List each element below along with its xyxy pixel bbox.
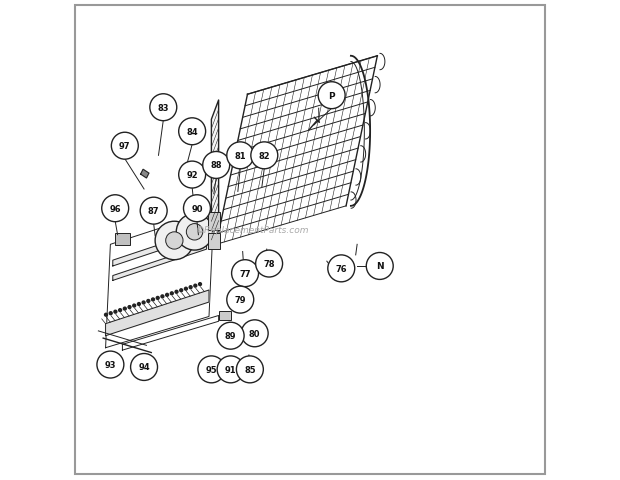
Circle shape bbox=[185, 288, 187, 290]
Circle shape bbox=[227, 287, 254, 313]
Text: 91: 91 bbox=[225, 365, 236, 374]
Circle shape bbox=[109, 312, 112, 315]
Text: 87: 87 bbox=[148, 207, 159, 216]
Text: 79: 79 bbox=[234, 296, 246, 304]
Circle shape bbox=[150, 95, 177, 121]
FancyBboxPatch shape bbox=[208, 212, 220, 230]
Text: 90: 90 bbox=[191, 204, 203, 213]
Circle shape bbox=[105, 313, 107, 316]
Circle shape bbox=[128, 306, 131, 309]
Circle shape bbox=[232, 260, 259, 287]
Circle shape bbox=[194, 285, 197, 288]
Text: 88: 88 bbox=[210, 161, 222, 170]
Polygon shape bbox=[105, 290, 209, 336]
Circle shape bbox=[227, 143, 254, 169]
Circle shape bbox=[189, 286, 192, 289]
Text: P: P bbox=[329, 92, 335, 100]
Circle shape bbox=[175, 291, 178, 294]
Polygon shape bbox=[113, 229, 206, 266]
Text: 76: 76 bbox=[335, 264, 347, 273]
Circle shape bbox=[147, 300, 150, 303]
Circle shape bbox=[203, 152, 229, 179]
Text: 96: 96 bbox=[109, 204, 121, 213]
Polygon shape bbox=[211, 101, 219, 250]
Text: 80: 80 bbox=[249, 329, 260, 338]
Text: 84: 84 bbox=[187, 128, 198, 136]
Circle shape bbox=[328, 255, 355, 282]
Circle shape bbox=[187, 224, 203, 240]
Circle shape bbox=[366, 253, 393, 280]
Circle shape bbox=[180, 289, 183, 292]
Circle shape bbox=[142, 301, 145, 304]
Circle shape bbox=[112, 133, 138, 160]
Circle shape bbox=[184, 195, 210, 222]
Circle shape bbox=[155, 222, 193, 260]
Circle shape bbox=[166, 232, 183, 250]
Circle shape bbox=[198, 283, 202, 286]
Text: 83: 83 bbox=[157, 104, 169, 112]
Bar bbox=[115, 234, 130, 246]
Circle shape bbox=[241, 320, 268, 347]
Circle shape bbox=[161, 295, 164, 298]
Circle shape bbox=[102, 195, 129, 222]
Text: 77: 77 bbox=[239, 269, 251, 278]
Circle shape bbox=[251, 143, 278, 169]
Circle shape bbox=[114, 311, 117, 313]
Circle shape bbox=[138, 303, 140, 306]
Text: 93: 93 bbox=[105, 360, 116, 369]
Text: 78: 78 bbox=[264, 260, 275, 268]
Circle shape bbox=[179, 119, 206, 145]
Text: 92: 92 bbox=[187, 171, 198, 180]
Text: 89: 89 bbox=[225, 332, 236, 340]
Text: 85: 85 bbox=[244, 365, 255, 374]
FancyBboxPatch shape bbox=[208, 233, 220, 250]
Circle shape bbox=[255, 251, 283, 277]
Text: 81: 81 bbox=[234, 152, 246, 160]
Text: N: N bbox=[376, 262, 384, 271]
Circle shape bbox=[198, 356, 225, 383]
Circle shape bbox=[123, 308, 126, 311]
Circle shape bbox=[176, 214, 213, 251]
Text: 94: 94 bbox=[138, 363, 150, 372]
Circle shape bbox=[170, 292, 173, 295]
Circle shape bbox=[131, 354, 157, 381]
Circle shape bbox=[236, 356, 264, 383]
Circle shape bbox=[179, 162, 206, 189]
Circle shape bbox=[97, 351, 124, 378]
Text: 97: 97 bbox=[119, 142, 131, 151]
Circle shape bbox=[166, 294, 169, 297]
Polygon shape bbox=[141, 170, 149, 179]
Circle shape bbox=[217, 356, 244, 383]
Circle shape bbox=[318, 83, 345, 109]
Circle shape bbox=[133, 304, 136, 307]
Bar bbox=[219, 311, 231, 321]
Text: 95: 95 bbox=[206, 365, 217, 374]
Circle shape bbox=[140, 198, 167, 225]
Circle shape bbox=[151, 299, 154, 301]
Circle shape bbox=[118, 309, 122, 312]
Circle shape bbox=[217, 323, 244, 349]
Text: ©ReplacementParts.com: ©ReplacementParts.com bbox=[195, 226, 309, 235]
Polygon shape bbox=[113, 245, 206, 281]
Text: 82: 82 bbox=[259, 152, 270, 160]
Circle shape bbox=[156, 297, 159, 300]
